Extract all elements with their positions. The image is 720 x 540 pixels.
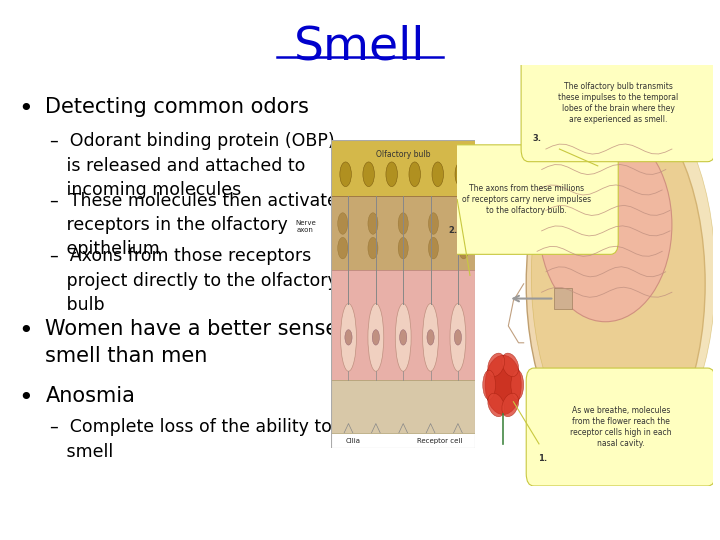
Circle shape bbox=[428, 213, 438, 234]
Text: –  Odorant binding protein (OBP)
   is released and attached to
   incoming mole: – Odorant binding protein (OBP) is relea… bbox=[50, 132, 335, 199]
Text: The axons from these millions
of receptors carry nerve impulses
to the olfactory: The axons from these millions of recepto… bbox=[462, 184, 591, 215]
Ellipse shape bbox=[487, 353, 505, 376]
Text: •: • bbox=[18, 97, 32, 121]
Circle shape bbox=[454, 330, 462, 345]
Circle shape bbox=[398, 238, 408, 259]
Text: Cilia: Cilia bbox=[346, 437, 360, 443]
Text: 3.: 3. bbox=[533, 134, 541, 143]
Bar bbox=[554, 288, 572, 309]
Text: Supporting
cell: Supporting cell bbox=[478, 241, 516, 255]
Ellipse shape bbox=[502, 393, 518, 417]
Circle shape bbox=[427, 330, 434, 345]
Text: The olfactory bulb transmits
these impulses to the temporal
lobes of the brain w: The olfactory bulb transmits these impul… bbox=[558, 82, 678, 124]
Circle shape bbox=[428, 238, 438, 259]
Circle shape bbox=[409, 162, 420, 186]
Text: Nerve
axon: Nerve axon bbox=[295, 220, 315, 233]
Ellipse shape bbox=[511, 370, 523, 400]
Bar bbox=[331, 196, 475, 269]
Ellipse shape bbox=[368, 303, 384, 372]
Text: Anosmia: Anosmia bbox=[45, 386, 135, 406]
Text: –  These molecules then activate
   receptors in the olfactory
   epithelium: – These molecules then activate receptor… bbox=[50, 192, 338, 258]
Circle shape bbox=[338, 238, 348, 259]
Circle shape bbox=[485, 355, 521, 414]
Text: As we breathe, molecules
from the flower reach the
receptor cells high in each
n: As we breathe, molecules from the flower… bbox=[570, 406, 672, 448]
Text: –  Axons from those receptors
   project directly to the olfactory
   bulb: – Axons from those receptors project dir… bbox=[50, 247, 338, 314]
Bar bbox=[331, 140, 475, 196]
Ellipse shape bbox=[487, 393, 505, 417]
Circle shape bbox=[338, 213, 348, 234]
Circle shape bbox=[398, 213, 408, 234]
FancyBboxPatch shape bbox=[521, 44, 716, 161]
Circle shape bbox=[400, 330, 407, 345]
Text: Women have a better sense of
smell than men: Women have a better sense of smell than … bbox=[45, 319, 365, 366]
Text: 1.: 1. bbox=[538, 454, 546, 463]
Text: Detecting common odors: Detecting common odors bbox=[45, 97, 309, 117]
Text: •: • bbox=[18, 386, 32, 410]
Circle shape bbox=[363, 162, 374, 186]
Ellipse shape bbox=[531, 86, 716, 465]
Ellipse shape bbox=[526, 98, 705, 469]
Circle shape bbox=[459, 213, 469, 234]
Circle shape bbox=[340, 162, 351, 186]
Circle shape bbox=[368, 238, 378, 259]
Circle shape bbox=[459, 238, 469, 259]
Circle shape bbox=[455, 162, 467, 186]
Ellipse shape bbox=[395, 303, 411, 372]
Text: •: • bbox=[18, 319, 32, 342]
FancyBboxPatch shape bbox=[526, 368, 716, 486]
Ellipse shape bbox=[502, 353, 518, 376]
Circle shape bbox=[432, 162, 444, 186]
Ellipse shape bbox=[539, 128, 672, 322]
Ellipse shape bbox=[450, 303, 466, 372]
Text: 2.: 2. bbox=[449, 226, 457, 235]
Bar bbox=[331, 381, 475, 433]
Circle shape bbox=[386, 162, 397, 186]
Circle shape bbox=[372, 330, 379, 345]
Bar bbox=[331, 269, 475, 381]
Ellipse shape bbox=[423, 303, 438, 372]
Text: Receptor cell: Receptor cell bbox=[416, 437, 462, 443]
Ellipse shape bbox=[341, 303, 356, 372]
Circle shape bbox=[368, 213, 378, 234]
Text: Olfactory bulb: Olfactory bulb bbox=[376, 150, 431, 159]
Ellipse shape bbox=[482, 370, 495, 400]
Text: –  Complete loss of the ability to
   smell: – Complete loss of the ability to smell bbox=[50, 418, 332, 461]
Circle shape bbox=[345, 330, 352, 345]
Text: Smell: Smell bbox=[294, 24, 426, 69]
FancyBboxPatch shape bbox=[437, 145, 618, 254]
